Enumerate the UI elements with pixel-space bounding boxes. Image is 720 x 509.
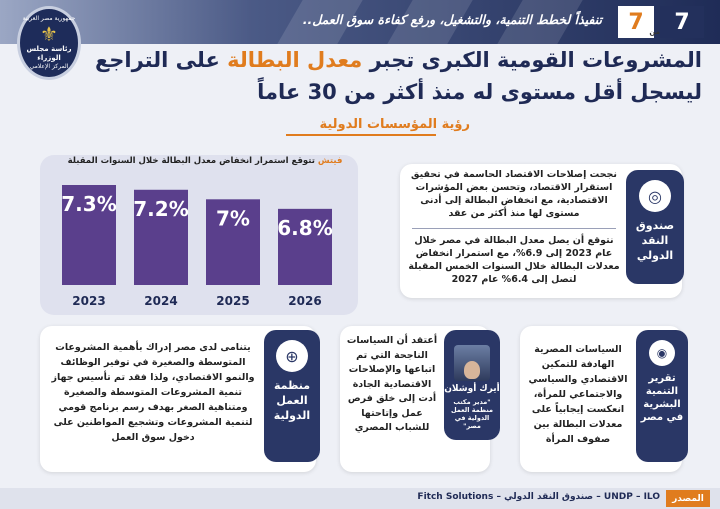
imf-logo-icon: ◎ — [639, 180, 671, 212]
person-head — [464, 361, 480, 379]
undp-tab: ◉ تقرير التنمية البشرية في مصر — [636, 330, 688, 462]
section-subtitle: رؤية المؤسسات الدولية — [319, 117, 470, 132]
imf-text-2: نتوقع أن يصل معدل البطالة في مصر خلال عا… — [408, 235, 620, 285]
page-of-label: من — [649, 28, 660, 36]
ilo-name: منظمة العمل الدولية — [273, 379, 311, 422]
person-quote: أعتقد أن السياسات الناجحة التي تم اتباعه… — [346, 335, 438, 433]
page-total: 7 من — [618, 6, 660, 38]
title-part2: على التراجع — [94, 48, 228, 72]
chart-title-brand: فيتش — [317, 156, 343, 166]
header-tagline: تنفيذاً لخطط التنمية، والتشغيل، ورفع كفا… — [302, 12, 602, 27]
source-list: UNDP – ILO – صندوق النقد الدولي – Fitch … — [417, 492, 660, 502]
bar-value-label-2023: 7.3% — [61, 192, 116, 216]
footer-bar: المصدر UNDP – ILO – صندوق النقد الدولي –… — [0, 488, 720, 509]
ilo-tab: ⊕ منظمة العمل الدولية — [264, 330, 320, 462]
chart-title: فيتش تتوقع استمرار انخفاض معدل البطالة خ… — [60, 156, 350, 166]
eagle-icon: ⚜ — [40, 22, 58, 46]
chart-title-text: تتوقع استمرار انخفاض معدل البطالة خلال ا… — [67, 156, 318, 166]
category-label-2024: 2024 — [144, 294, 177, 308]
person-photo — [454, 345, 490, 381]
unemployment-bar-chart: 7.3% 2023 7.2% 2024 7% 2025 6.8% 2026 — [61, 185, 333, 308]
bar-value-label-2026: 6.8% — [277, 216, 332, 240]
bar-value-label-2024: 7.2% — [133, 197, 188, 221]
subtitle-underline — [286, 134, 436, 136]
seal-top-text: جمهورية مصر العربية — [22, 15, 76, 22]
seal-mid-text: رئاسة مجلس الوزراء — [26, 45, 72, 62]
category-label-2025: 2025 — [216, 294, 249, 308]
bar-2026 — [278, 208, 332, 285]
category-label-2023: 2023 — [72, 294, 105, 308]
imf-name: صندوق النقد الدولي — [635, 219, 675, 262]
bar-value-label-2025: 7% — [216, 206, 250, 230]
main-title-line1: المشروعات القومية الكبرى تجبر معدل البطا… — [82, 48, 702, 72]
page-total-number: 7 — [628, 9, 644, 35]
undp-name: تقرير التنمية البشرية في مصر — [640, 373, 684, 423]
bar-2025 — [206, 199, 260, 285]
main-title-line2: ليسجل أقل مستوى له منذ أكثر من 30 عاماً — [257, 80, 702, 104]
imf-divider — [412, 228, 616, 229]
seal-bottom-text: المركز الإعلامي — [29, 63, 69, 70]
title-highlight: معدل البطالة — [227, 48, 363, 72]
page-indicator: 7 من 7 — [618, 6, 704, 38]
title-part1: المشروعات القومية الكبرى تجبر — [362, 48, 702, 72]
undp-logo-icon: ◉ — [649, 340, 675, 366]
ilo-text: يتنامى لدى مصر إدراك بأهمية المشروعات ال… — [51, 342, 255, 443]
person-role: "مدير مكتب منظمة العمل الدولية في مصر" — [450, 398, 494, 430]
source-label: المصدر — [666, 490, 710, 507]
imf-tab: ◎ صندوق النقد الدولي — [626, 170, 684, 284]
category-label-2026: 2026 — [288, 294, 321, 308]
person-name: أيرك أوشلان — [444, 384, 500, 394]
header-bar — [0, 0, 720, 44]
undp-text: السياسات المصرية الهادفة للتمكين الاقتصا… — [528, 344, 628, 445]
imf-text-1: نجحت إصلاحات الاقتصاد الحاسمة في تحقيق ا… — [411, 169, 617, 219]
bar-2023 — [62, 185, 116, 285]
ilo-logo-icon: ⊕ — [276, 340, 308, 372]
page-current: 7 — [660, 6, 704, 38]
bar-2024 — [134, 189, 188, 285]
cabinet-seal-logo: جمهورية مصر العربية ⚜ رئاسة مجلس الوزراء… — [17, 6, 81, 80]
